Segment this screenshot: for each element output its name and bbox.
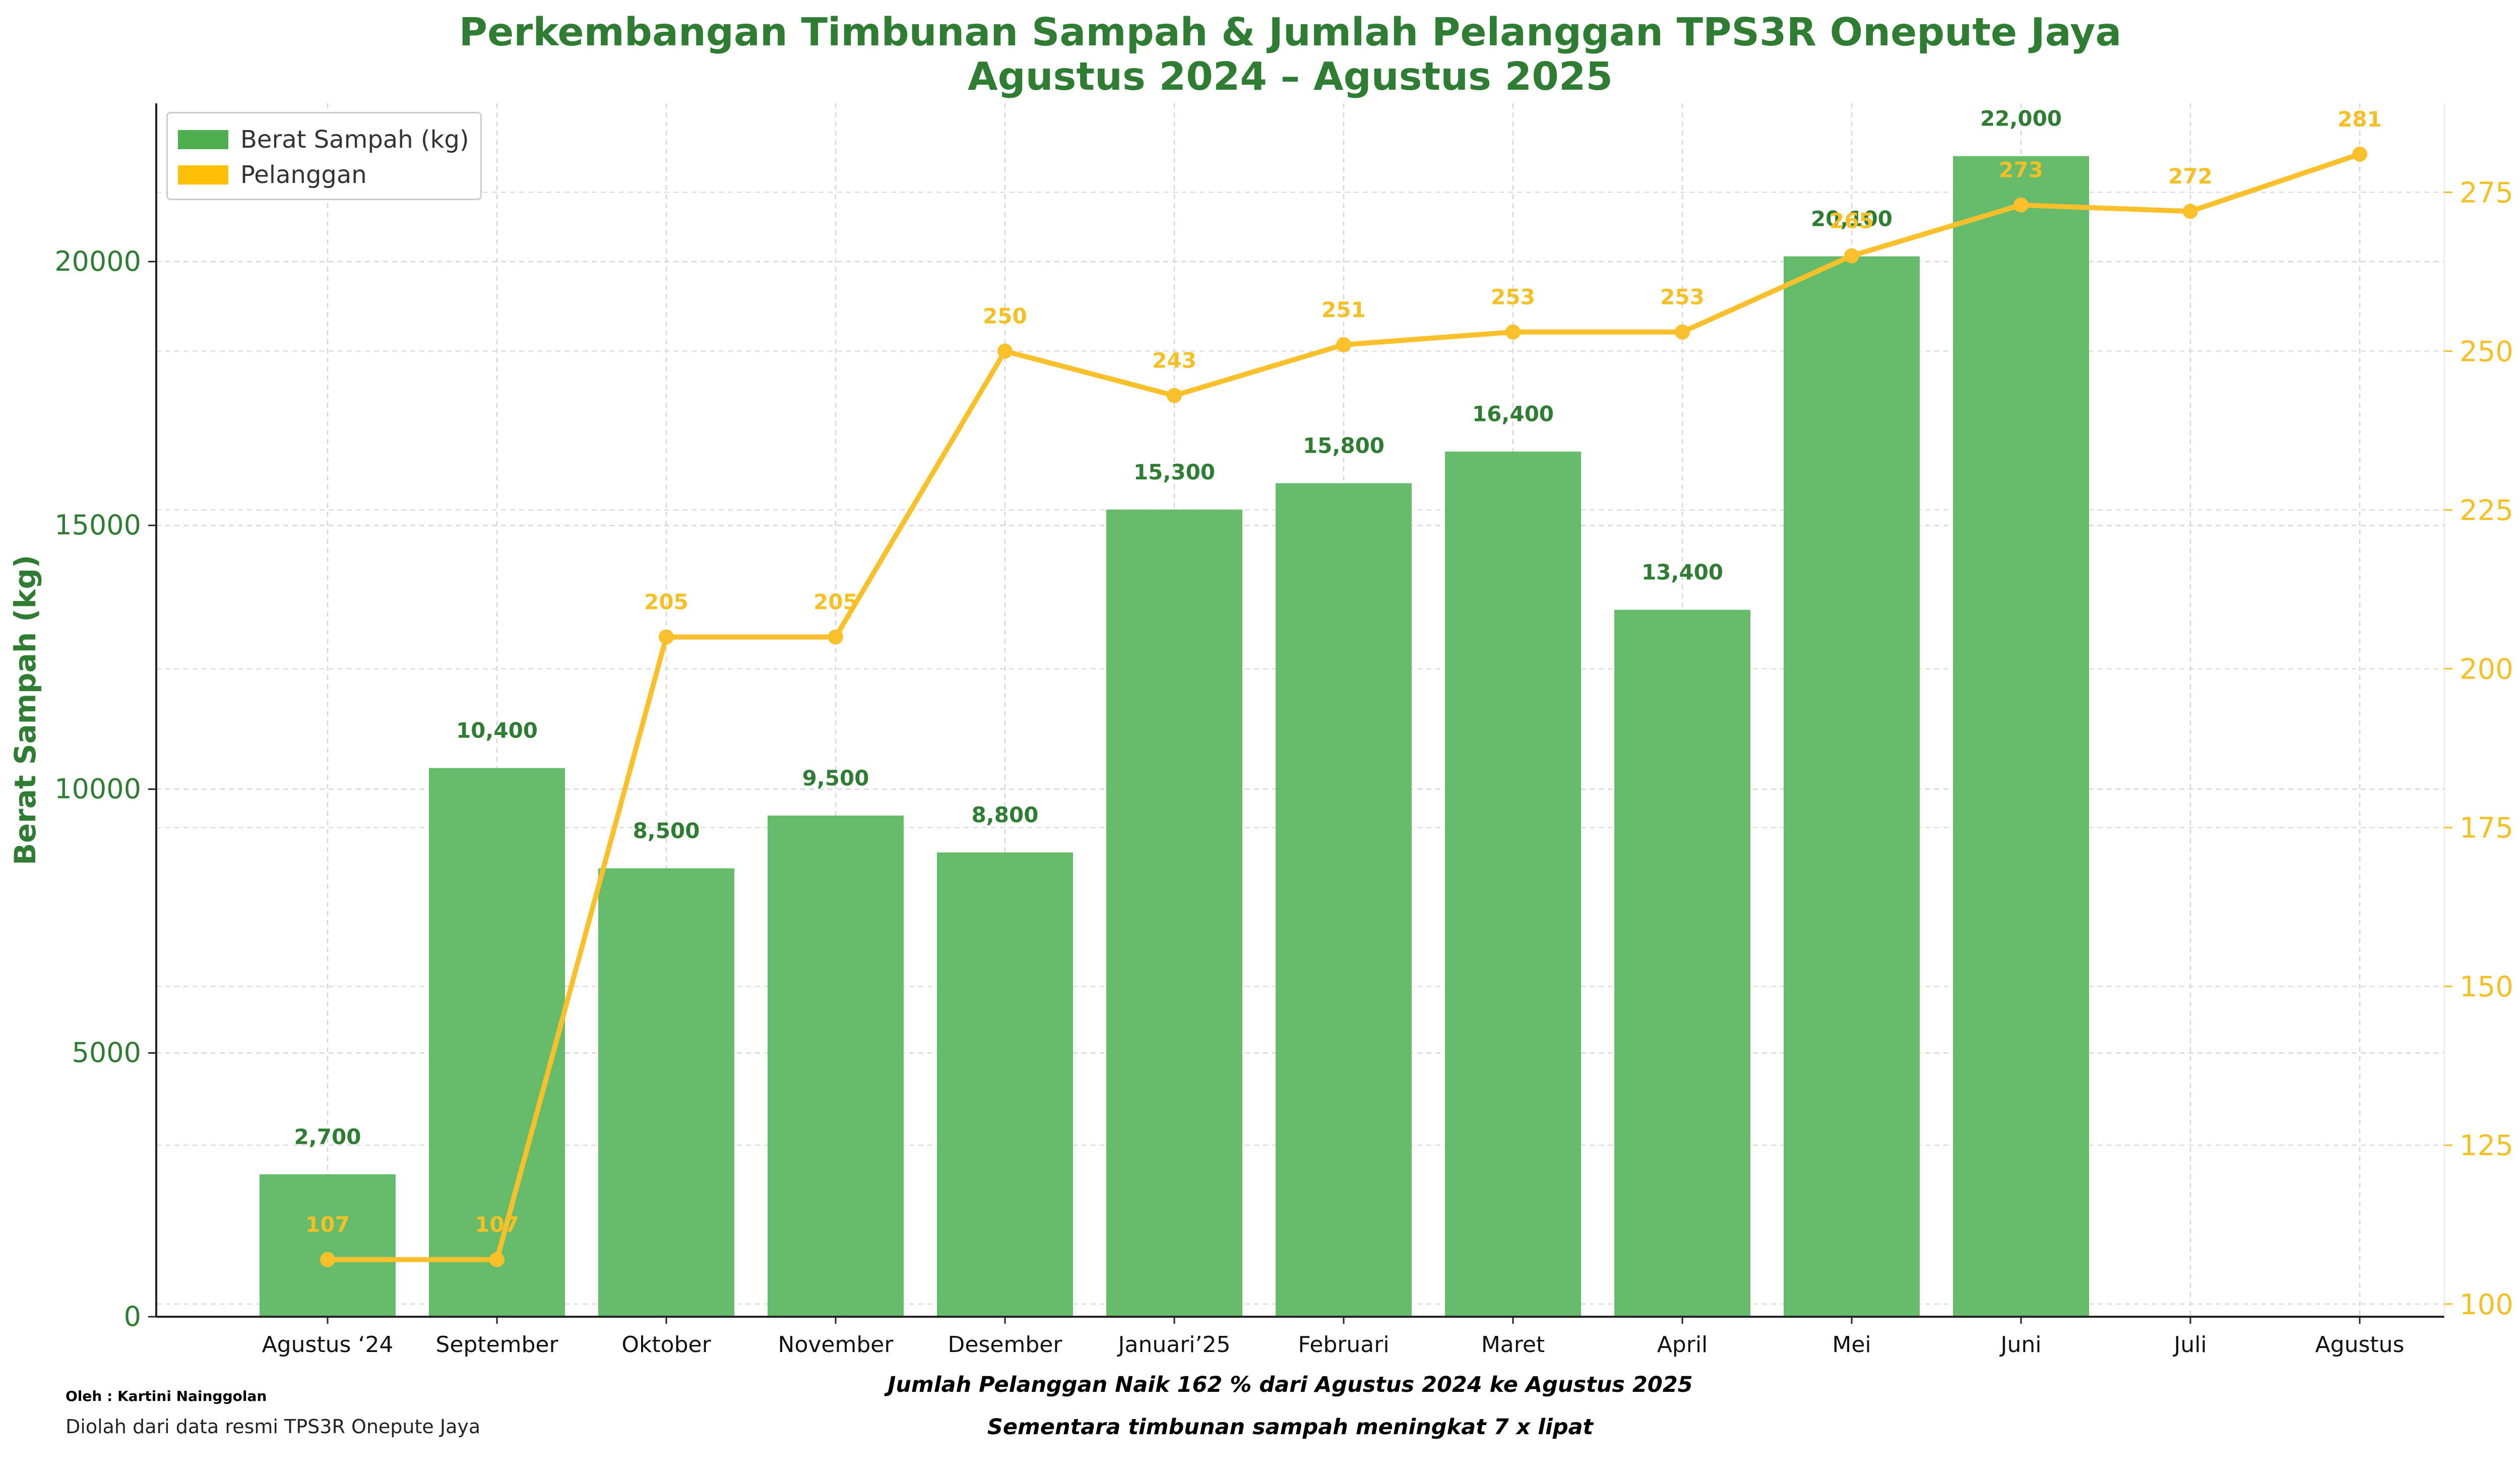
bar [1445, 451, 1581, 1317]
bar-value-label: 15,300 [1133, 460, 1215, 484]
line-value-label: 253 [1660, 285, 1705, 310]
bar [768, 815, 904, 1317]
bar [429, 768, 565, 1317]
line-point [659, 629, 674, 645]
footer-source: Diolah dari data resmi TPS3R Onepute Jay… [66, 1416, 481, 1438]
line-value-label: 273 [1999, 158, 2043, 182]
right-axis-tick-label: 200 [2460, 653, 2513, 686]
right-axis-tick-label: 225 [2460, 495, 2513, 527]
footer-note-1: Jumlah Pelanggan Naik 162 % dari Agustus… [888, 1372, 1693, 1397]
line-point [1675, 324, 1690, 340]
left-axis-tick-label: 20000 [54, 246, 141, 277]
line-point [1336, 337, 1351, 352]
bar-value-label: 8,800 [972, 803, 1039, 827]
bar-value-label: 13,400 [1642, 560, 1723, 585]
bar [1106, 509, 1242, 1317]
line-point [828, 629, 843, 645]
legend-swatch-bar [178, 130, 228, 149]
right-axis-tick-label: 275 [2460, 176, 2513, 209]
bar [1614, 609, 1750, 1317]
legend-item-line: Pelanggan [178, 160, 367, 190]
right-axis-tick-label: 250 [2460, 335, 2513, 368]
bar-value-label: 10,400 [456, 718, 538, 743]
chart-title-line1: Perkembangan Timbunan Sampah & Jumlah Pe… [459, 10, 2122, 55]
x-axis-tick-label: Mei [1832, 1332, 1871, 1358]
x-axis-tick-label: Februari [1298, 1332, 1389, 1358]
bar-value-label: 8,500 [633, 818, 700, 843]
bar-value-label: 2,700 [294, 1124, 361, 1149]
x-axis-tick-label: Agustus [2315, 1332, 2405, 1358]
line-value-label: 107 [305, 1212, 350, 1237]
line-value-label: 281 [2338, 107, 2382, 132]
line-value-label: 265 [1830, 208, 1874, 233]
legend-swatch-line [178, 165, 228, 185]
line-point [2352, 146, 2367, 162]
line-value-label: 205 [644, 590, 688, 615]
line-value-label: 250 [983, 303, 1027, 328]
right-axis-tick-label: 175 [2460, 812, 2513, 845]
line-value-label: 272 [2168, 164, 2213, 189]
legend-label-bar: Berat Sampah (kg) [240, 126, 469, 154]
line-value-label: 205 [813, 590, 858, 615]
footer-author: Oleh : Kartini Nainggolan [66, 1388, 267, 1404]
x-axis-tick-label: Juli [2172, 1332, 2207, 1358]
line-point [1167, 388, 1182, 403]
right-axis-tick-label: 125 [2460, 1130, 2513, 1162]
x-axis-tick-label: Maret [1481, 1332, 1545, 1358]
bar [1784, 256, 1920, 1317]
chart-title-line2: Agustus 2024 – Agustus 2025 [968, 54, 1613, 99]
left-axis-tick-label: 15000 [54, 509, 141, 541]
left-axis-tick-label: 10000 [54, 773, 141, 805]
bar [937, 852, 1073, 1317]
x-axis-tick-label: Januari’25 [1117, 1332, 1231, 1358]
x-axis-tick-label: Juni [1999, 1332, 2042, 1358]
bar-value-label: 20,100 [1811, 206, 1893, 231]
legend-item-bar: Berat Sampah (kg) [178, 125, 469, 155]
left-axis-tick-label: 0 [124, 1301, 141, 1332]
line-point [2183, 204, 2198, 219]
legend-label-line: Pelanggan [240, 161, 367, 189]
left-axis-tick-label: 5000 [72, 1037, 141, 1069]
line-value-label: 243 [1152, 348, 1196, 373]
line-point [320, 1252, 335, 1267]
line-point [1844, 248, 1859, 264]
line-point [2013, 197, 2029, 213]
legend: Berat Sampah (kg) Pelanggan [166, 112, 482, 200]
line-value-label: 107 [475, 1212, 519, 1237]
bar [1953, 156, 2089, 1317]
x-axis-tick-label: November [778, 1332, 894, 1358]
line-point [1505, 324, 1521, 340]
bar-value-label: 9,500 [802, 766, 869, 790]
line-point [997, 343, 1013, 359]
x-axis-tick-label: April [1657, 1332, 1708, 1358]
line-value-label: 251 [1321, 297, 1366, 322]
bar-value-label: 15,800 [1303, 433, 1384, 458]
x-axis-tick-label: Agustus ‘24 [262, 1332, 394, 1358]
x-axis-tick-label: September [435, 1332, 558, 1358]
right-axis-tick-label: 100 [2460, 1289, 2513, 1321]
footer-note-2: Sementara timbunan sampah meningkat 7 x … [987, 1415, 1594, 1440]
x-axis-tick-label: Desember [948, 1332, 1063, 1358]
line-point [489, 1252, 505, 1267]
line-value-label: 253 [1491, 285, 1535, 310]
bar-value-label: 22,000 [1980, 106, 2062, 131]
bar [598, 868, 734, 1317]
x-axis-tick-label: Oktober [621, 1332, 711, 1358]
bar [260, 1174, 396, 1317]
bar-value-label: 16,400 [1472, 402, 1554, 426]
left-axis-title: Berat Sampah (kg) [8, 555, 42, 866]
bar [1276, 483, 1412, 1317]
right-axis-tick-label: 150 [2460, 971, 2513, 1004]
